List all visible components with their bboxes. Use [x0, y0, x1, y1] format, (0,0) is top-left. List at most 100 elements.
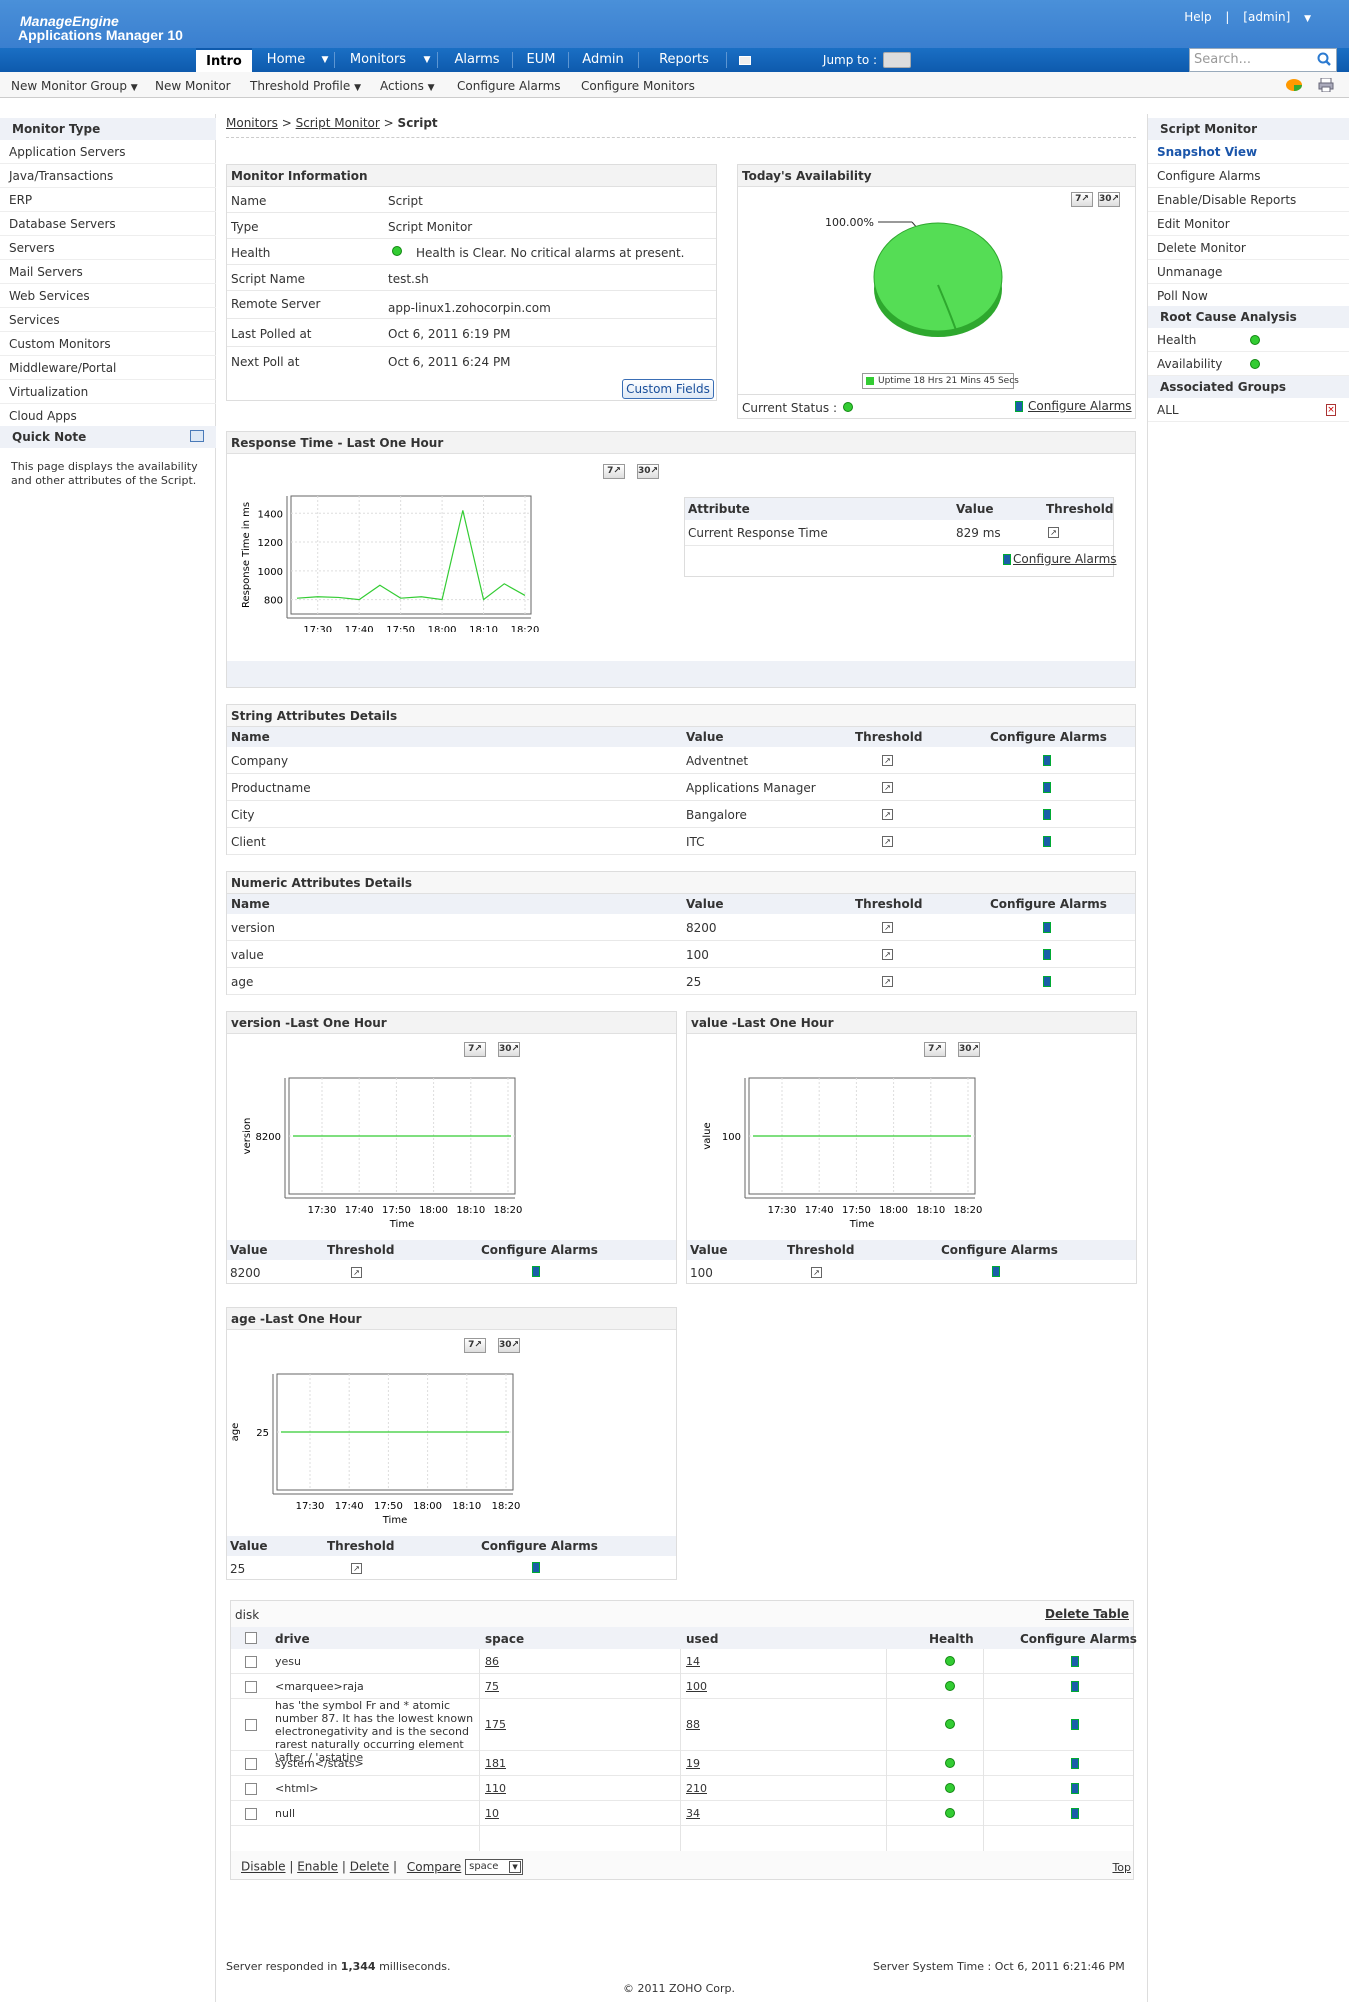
rca-health-item[interactable]: Health	[1148, 328, 1349, 352]
sidebar-item-middleware-portal[interactable]: Middleware/Portal	[0, 356, 216, 380]
threshold-icon[interactable]: ↗	[882, 836, 893, 847]
sidebar-item-services[interactable]: Services	[0, 308, 216, 332]
help-link[interactable]: Help	[1184, 10, 1212, 24]
threshold-icon[interactable]: ↗	[882, 782, 893, 793]
space-link[interactable]: 110	[485, 1781, 506, 1795]
30-day-report-button[interactable]: 30↗	[958, 1042, 980, 1057]
sidebar-item-mail-servers[interactable]: Mail Servers	[0, 260, 216, 284]
actions-menu[interactable]: Actions ▼	[380, 79, 435, 93]
note-icon[interactable]	[190, 430, 204, 442]
30-day-report-button[interactable]: 30↗	[1098, 192, 1120, 207]
pie-chart-icon[interactable]	[1285, 78, 1303, 92]
sidebar-item-database-servers[interactable]: Database Servers	[0, 212, 216, 236]
health-status-icon[interactable]	[945, 1782, 955, 1793]
configure-alarms-icon[interactable]	[1071, 1807, 1079, 1819]
7-day-report-button[interactable]: 7↗	[464, 1338, 486, 1353]
availability-status-icon[interactable]	[1250, 359, 1260, 369]
sidebar-item-virtualization[interactable]: Virtualization	[0, 380, 216, 404]
row-checkbox[interactable]	[245, 1782, 257, 1795]
select-all-checkbox[interactable]	[245, 1632, 257, 1644]
print-icon[interactable]	[1318, 77, 1334, 93]
compare-select[interactable]: space ▼	[465, 1859, 524, 1875]
7-day-report-button[interactable]: 7↗	[464, 1042, 486, 1057]
configure-alarms-icon[interactable]	[1043, 755, 1051, 766]
report-icon[interactable]	[736, 48, 754, 72]
group-item-all[interactable]: ALL ×	[1148, 398, 1349, 422]
configure-alarms-icon[interactable]	[1071, 1680, 1079, 1692]
tab-intro[interactable]: Intro	[196, 48, 252, 72]
jump-to-icon[interactable]	[882, 48, 912, 72]
threshold-icon[interactable]: ↗	[351, 1267, 362, 1278]
7-day-report-button[interactable]: 7↗	[603, 464, 625, 479]
7-day-report-button[interactable]: 7↗	[1071, 192, 1093, 207]
space-link[interactable]: 175	[485, 1718, 506, 1731]
threshold-profile-menu[interactable]: Threshold Profile ▼	[250, 79, 362, 93]
chevron-down-icon[interactable]: ▼	[423, 55, 431, 65]
configure-alarms-icon[interactable]	[1071, 1782, 1079, 1794]
threshold-icon[interactable]: ↗	[811, 1267, 822, 1278]
health-status-icon[interactable]	[1250, 335, 1260, 345]
availability-configure-alarms-link[interactable]: Configure Alarms	[1028, 399, 1132, 413]
edit-monitor-link[interactable]: Edit Monitor	[1148, 212, 1349, 236]
30-day-report-button[interactable]: 30↗	[637, 464, 659, 479]
threshold-icon[interactable]: ↗	[1048, 527, 1059, 538]
sidebar-item-custom-monitors[interactable]: Custom Monitors	[0, 332, 216, 356]
space-link[interactable]: 181	[485, 1756, 506, 1770]
chevron-down-icon[interactable]: ▼	[1304, 14, 1311, 24]
tab-alarms[interactable]: Alarms	[454, 52, 500, 67]
search-input[interactable]: Search...	[1189, 48, 1337, 72]
threshold-icon[interactable]: ↗	[882, 809, 893, 820]
configure-alarms-icon[interactable]	[1043, 836, 1051, 847]
30-day-report-button[interactable]: 30↗	[498, 1042, 520, 1057]
configure-alarms-icon[interactable]	[532, 1562, 540, 1573]
snapshot-view-link[interactable]: Snapshot View	[1148, 140, 1349, 164]
7-day-report-button[interactable]: 7↗	[924, 1042, 946, 1057]
current-status-icon[interactable]	[843, 402, 853, 412]
threshold-icon[interactable]: ↗	[882, 922, 893, 933]
tab-admin[interactable]: Admin	[582, 52, 624, 67]
row-checkbox[interactable]	[245, 1719, 257, 1731]
health-status-icon[interactable]	[945, 1655, 955, 1666]
configure-alarms-icon[interactable]	[1043, 809, 1051, 820]
used-link[interactable]: 100	[686, 1679, 707, 1693]
used-link[interactable]: 210	[686, 1781, 707, 1795]
used-link[interactable]: 14	[686, 1654, 700, 1668]
configure-alarms-icon[interactable]	[1015, 401, 1023, 412]
configure-alarms-link[interactable]: Configure Alarms	[1148, 164, 1349, 188]
threshold-icon[interactable]: ↗	[351, 1563, 362, 1574]
sidebar-item-cloud-apps[interactable]: Cloud Apps	[0, 404, 216, 428]
configure-alarms-link[interactable]: Configure Alarms	[457, 79, 561, 93]
threshold-icon[interactable]: ↗	[882, 949, 893, 960]
tab-eum[interactable]: EUM	[526, 52, 556, 67]
search-icon[interactable]	[1317, 52, 1331, 66]
space-link[interactable]: 75	[485, 1679, 499, 1693]
breadcrumb-monitors[interactable]: Monitors	[226, 116, 278, 130]
brand-name[interactable]: Applications Manager 10	[18, 27, 183, 43]
delete-link[interactable]: Delete	[349, 1859, 390, 1874]
sidebar-item-web-services[interactable]: Web Services	[0, 284, 216, 308]
unmanage-link[interactable]: Unmanage	[1148, 260, 1349, 284]
configure-alarms-icon[interactable]	[1043, 922, 1051, 933]
row-checkbox[interactable]	[245, 1757, 257, 1770]
configure-alarms-icon[interactable]	[1071, 1719, 1079, 1730]
configure-alarms-icon[interactable]	[532, 1266, 540, 1277]
tab-home[interactable]: Home	[266, 52, 306, 67]
tab-monitors[interactable]: Monitors	[349, 52, 407, 67]
delete-table-link[interactable]: Delete Table	[1045, 1607, 1129, 1621]
configure-alarms-icon[interactable]	[1043, 782, 1051, 793]
row-checkbox[interactable]	[245, 1680, 257, 1693]
breadcrumb-script-monitor[interactable]: Script Monitor	[295, 116, 380, 130]
configure-alarms-icon[interactable]	[992, 1266, 1000, 1277]
configure-alarms-icon[interactable]	[1071, 1757, 1079, 1769]
sidebar-item-erp[interactable]: ERP	[0, 188, 216, 212]
used-link[interactable]: 19	[686, 1756, 700, 1770]
health-status-icon[interactable]	[945, 1757, 955, 1768]
enable-disable-reports-link[interactable]: Enable/Disable Reports	[1148, 188, 1349, 212]
rca-availability-item[interactable]: Availability	[1148, 352, 1349, 376]
used-link[interactable]: 34	[686, 1806, 700, 1820]
health-status-icon[interactable]	[945, 1807, 955, 1818]
user-menu[interactable]: [admin]	[1243, 10, 1291, 24]
30-day-report-button[interactable]: 30↗	[498, 1338, 520, 1353]
configure-monitors-link[interactable]: Configure Monitors	[581, 79, 695, 93]
configure-alarms-icon[interactable]	[1043, 976, 1051, 987]
